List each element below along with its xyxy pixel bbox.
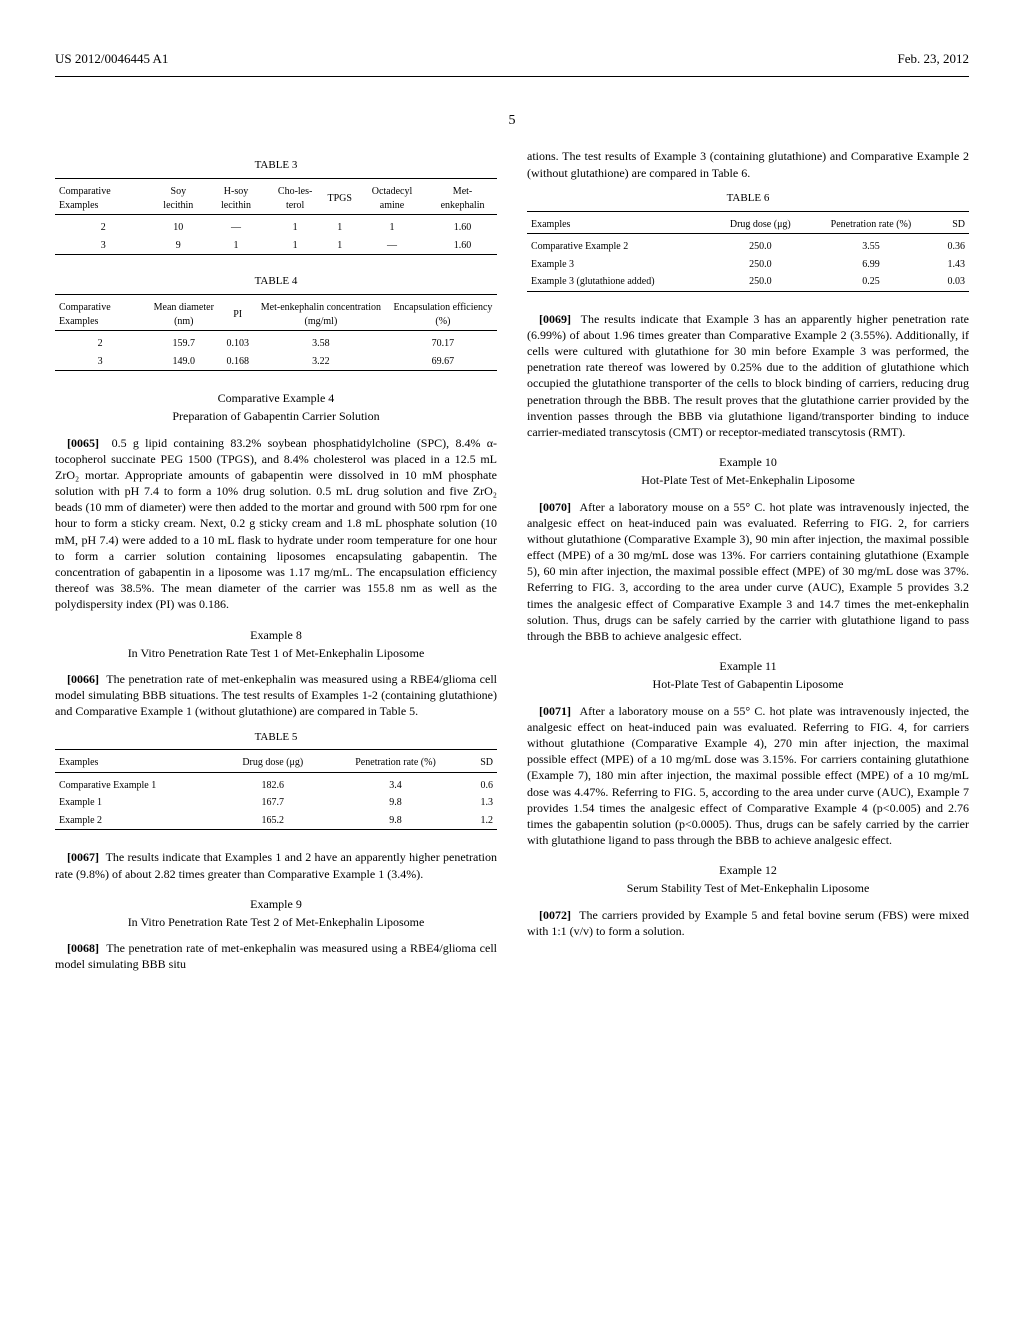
table-row: Example 3 (glutathione added) 250.0 0.25… [527, 273, 969, 291]
table-header: Met-enkephalin concentration (mg/ml) [253, 299, 389, 331]
paragraph-68: [0068] The penetration rate of met-enkep… [55, 940, 497, 972]
paragraph-65: [0065] 0.5 g lipid containing 83.2% soyb… [55, 435, 497, 613]
ex9-title: Example 9 [55, 896, 497, 912]
table5: Examples Drug dose (μg) Penetration rate… [55, 749, 497, 834]
para-num: [0067] [67, 850, 99, 864]
col2-intro: ations. The test results of Example 3 (c… [527, 148, 969, 180]
table-header: SD [933, 216, 969, 234]
table-header: Examples [55, 754, 219, 772]
para-num: [0065] [67, 436, 99, 450]
table-row: Example 3 250.0 6.99 1.43 [527, 256, 969, 274]
ex11-title: Example 11 [527, 658, 969, 674]
para-num: [0071] [539, 704, 571, 718]
table-header: Penetration rate (%) [809, 216, 933, 234]
table-header: Comparative Examples [55, 183, 151, 215]
table-row: 3 9 1 1 1 — 1.60 [55, 237, 497, 255]
ex9-subtitle: In Vitro Penetration Rate Test 2 of Met-… [55, 914, 497, 930]
left-column: TABLE 3 Comparative Examples Soy lecithi… [55, 148, 497, 980]
table-header: SD [465, 754, 497, 772]
ex10-title: Example 10 [527, 454, 969, 470]
table-header: Soy lecithin [151, 183, 205, 215]
table-header: Octadecyl amine [356, 183, 428, 215]
ex10-subtitle: Hot-Plate Test of Met-Enkephalin Liposom… [527, 472, 969, 488]
header-left: US 2012/0046445 A1 [55, 50, 168, 68]
table-header: Penetration rate (%) [327, 754, 465, 772]
table-header: Encapsulation efficiency (%) [389, 299, 497, 331]
header-divider [55, 76, 969, 77]
table-header: Drug dose (μg) [712, 216, 809, 234]
header-right: Feb. 23, 2012 [898, 50, 970, 68]
table-header: Mean diameter (nm) [145, 299, 222, 331]
table-header: Drug dose (μg) [219, 754, 326, 772]
para-num: [0072] [539, 908, 571, 922]
table-row: 2 159.7 0.103 3.58 70.17 [55, 335, 497, 353]
right-column: ations. The test results of Example 3 (c… [527, 148, 969, 980]
paragraph-70: [0070] After a laboratory mouse on a 55°… [527, 499, 969, 645]
paragraph-66: [0066] The penetration rate of met-enkep… [55, 671, 497, 720]
ex8-subtitle: In Vitro Penetration Rate Test 1 of Met-… [55, 645, 497, 661]
ex12-subtitle: Serum Stability Test of Met-Enkephalin L… [527, 880, 969, 896]
table-header: PI [222, 299, 253, 331]
para-text: 0.5 g lipid containing 83.2% soybean pho… [55, 436, 497, 612]
table-row: Example 1 167.7 9.8 1.3 [55, 794, 497, 812]
page-number: 5 [55, 112, 969, 131]
para-num: [0070] [539, 500, 571, 514]
paragraph-72: [0072] The carriers provided by Example … [527, 907, 969, 939]
table-row: Example 2 165.2 9.8 1.2 [55, 812, 497, 830]
table-row: 3 149.0 0.168 3.22 69.67 [55, 353, 497, 371]
paragraph-67: [0067] The results indicate that Example… [55, 849, 497, 881]
page-header: US 2012/0046445 A1 Feb. 23, 2012 [55, 50, 969, 68]
paragraph-71: [0071] After a laboratory mouse on a 55°… [527, 703, 969, 849]
para-text: The results indicate that Example 3 has … [527, 312, 969, 439]
ex12-title: Example 12 [527, 862, 969, 878]
table5-caption: TABLE 5 [55, 730, 497, 745]
table3-caption: TABLE 3 [55, 158, 497, 173]
table3: Comparative Examples Soy lecithin H-soy … [55, 178, 497, 259]
ex8-title: Example 8 [55, 627, 497, 643]
ex11-subtitle: Hot-Plate Test of Gabapentin Liposome [527, 676, 969, 692]
para-text: The results indicate that Examples 1 and… [55, 850, 497, 880]
table-header: Examples [527, 216, 712, 234]
table6: Examples Drug dose (μg) Penetration rate… [527, 211, 969, 296]
table-header: H-soy lecithin [205, 183, 267, 215]
para-text: The penetration rate of met-enkephalin w… [55, 672, 497, 718]
paragraph-69: [0069] The results indicate that Example… [527, 311, 969, 441]
para-num: [0069] [539, 312, 571, 326]
para-text: After a laboratory mouse on a 55° C. hot… [527, 500, 969, 644]
table-header: Cho-les-terol [267, 183, 324, 215]
para-num: [0068] [67, 941, 99, 955]
table-row: 2 10 — 1 1 1 1.60 [55, 219, 497, 237]
para-num: [0066] [67, 672, 99, 686]
table-header: TPGS [323, 183, 355, 215]
para-text: The carriers provided by Example 5 and f… [527, 908, 969, 938]
table-header: Comparative Examples [55, 299, 145, 331]
para-text: After a laboratory mouse on a 55° C. hot… [527, 704, 969, 848]
table-row: Comparative Example 2 250.0 3.55 0.36 [527, 238, 969, 256]
table-header: Met-enkephalin [428, 183, 497, 215]
table-row: Comparative Example 1 182.6 3.4 0.6 [55, 777, 497, 795]
table4: Comparative Examples Mean diameter (nm) … [55, 294, 497, 375]
para-text: The penetration rate of met-enkephalin w… [55, 941, 497, 971]
comp-ex4-subtitle: Preparation of Gabapentin Carrier Soluti… [55, 408, 497, 424]
table4-caption: TABLE 4 [55, 274, 497, 289]
table6-caption: TABLE 6 [527, 191, 969, 206]
comp-ex4-title: Comparative Example 4 [55, 390, 497, 406]
